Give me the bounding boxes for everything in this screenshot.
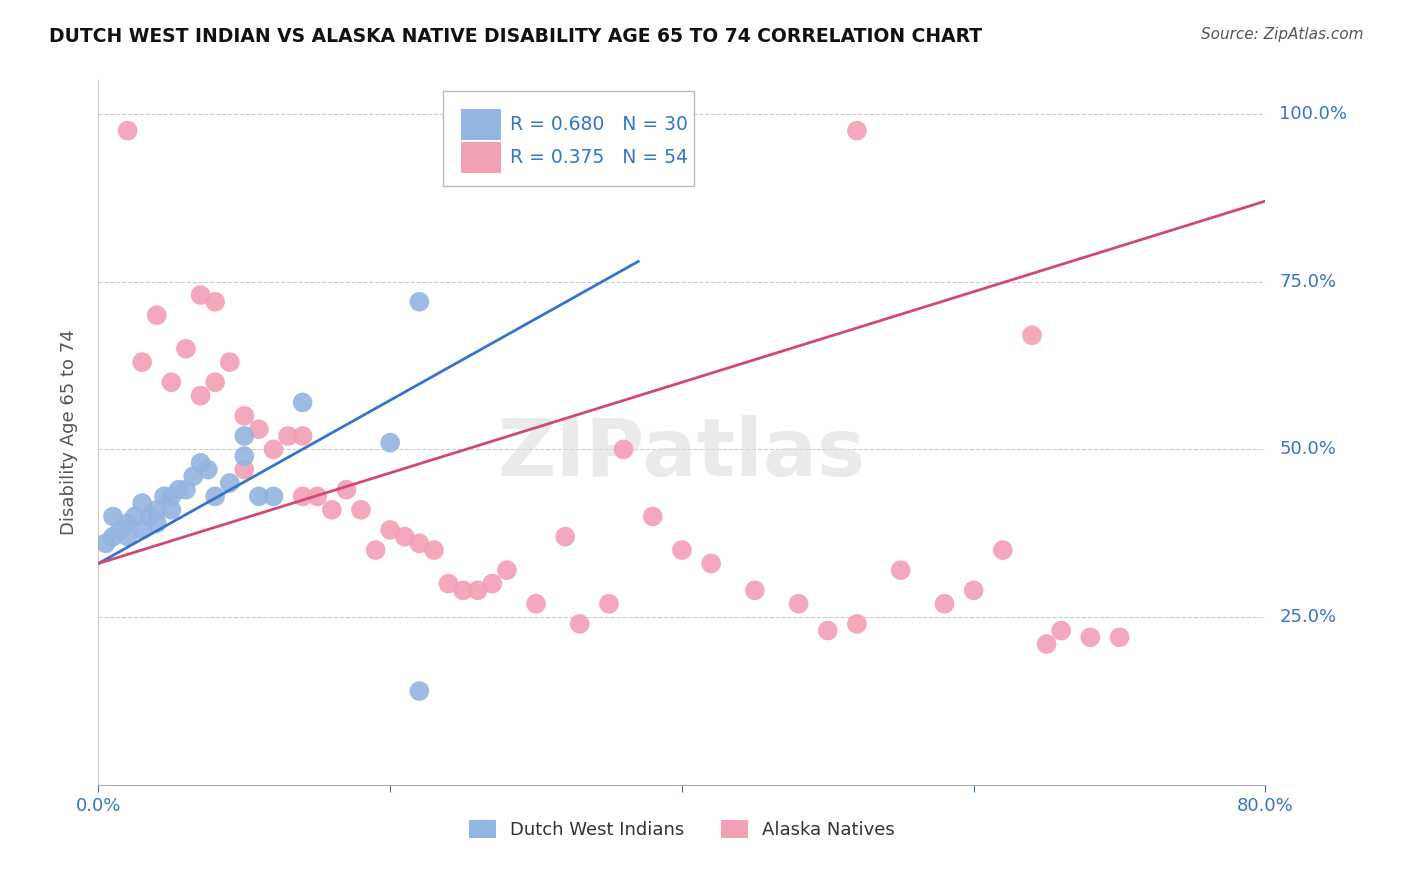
Point [218,355,240,369]
Text: 25.0%: 25.0% [1279,608,1337,626]
Point [380,435,402,450]
Point [101,530,124,544]
Point [94,536,117,550]
Point [307,489,329,503]
Point [641,509,664,524]
Point [233,462,256,476]
Point [218,475,240,490]
Point [117,530,139,544]
Point [146,516,169,531]
Point [101,509,124,524]
Point [190,456,212,470]
Point [991,543,1014,558]
Point [124,509,146,524]
Point [160,503,183,517]
Point [671,543,693,558]
Point [291,489,314,503]
Point [700,557,723,571]
Point [131,496,153,510]
Point [408,536,430,550]
Point [350,503,373,517]
Point [247,422,270,436]
Point [181,469,204,483]
Point [934,597,956,611]
Point [335,483,357,497]
Point [1080,630,1102,644]
Point [204,489,226,503]
Point [481,576,503,591]
Point [846,616,869,631]
Point [423,543,446,558]
Point [117,516,139,531]
Point [524,597,547,611]
Point [167,483,190,497]
Point [160,489,183,503]
Point [962,583,984,598]
Point [1035,637,1057,651]
Point [204,376,226,390]
Point [153,489,176,503]
Point [364,543,387,558]
Y-axis label: Disability Age 65 to 74: Disability Age 65 to 74 [59,330,77,535]
FancyBboxPatch shape [443,91,693,186]
Point [380,523,402,537]
Point [291,395,314,409]
Point [554,530,576,544]
Point [846,123,869,137]
Point [408,294,430,309]
Point [131,355,153,369]
Text: 100.0%: 100.0% [1279,105,1347,123]
Point [321,503,343,517]
Text: ZIPatlas: ZIPatlas [498,415,866,492]
Point [233,449,256,463]
Text: 75.0%: 75.0% [1279,273,1337,291]
Text: DUTCH WEST INDIAN VS ALASKA NATIVE DISABILITY AGE 65 TO 74 CORRELATION CHART: DUTCH WEST INDIAN VS ALASKA NATIVE DISAB… [49,27,983,45]
Legend: Dutch West Indians, Alaska Natives: Dutch West Indians, Alaska Natives [461,813,903,847]
Point [1050,624,1073,638]
Text: Source: ZipAtlas.com: Source: ZipAtlas.com [1201,27,1364,42]
Point [146,308,169,322]
Point [233,429,256,443]
Point [817,624,839,638]
Point [496,563,519,577]
Point [291,429,314,443]
Point [890,563,912,577]
Point [394,530,416,544]
Text: R = 0.680   N = 30: R = 0.680 N = 30 [510,115,689,134]
Point [174,483,197,497]
Point [437,576,460,591]
Point [277,429,299,443]
Point [787,597,810,611]
Point [233,409,256,423]
Point [744,583,766,598]
Text: 50.0%: 50.0% [1279,441,1336,458]
Point [568,616,591,631]
Point [190,288,212,302]
Point [451,583,474,598]
Point [1108,630,1130,644]
Point [174,342,197,356]
Point [117,123,139,137]
Point [408,684,430,698]
FancyBboxPatch shape [461,143,501,173]
Point [598,597,620,611]
Point [467,583,489,598]
Text: R = 0.375   N = 54: R = 0.375 N = 54 [510,148,689,168]
Point [110,523,132,537]
Point [138,509,160,524]
Point [612,442,634,457]
Point [1021,328,1043,343]
Point [496,123,519,137]
Point [197,462,219,476]
Point [262,442,284,457]
FancyBboxPatch shape [461,109,501,140]
Point [190,389,212,403]
Point [146,503,169,517]
Point [160,376,183,390]
Point [204,294,226,309]
Point [131,523,153,537]
Point [247,489,270,503]
Point [262,489,284,503]
